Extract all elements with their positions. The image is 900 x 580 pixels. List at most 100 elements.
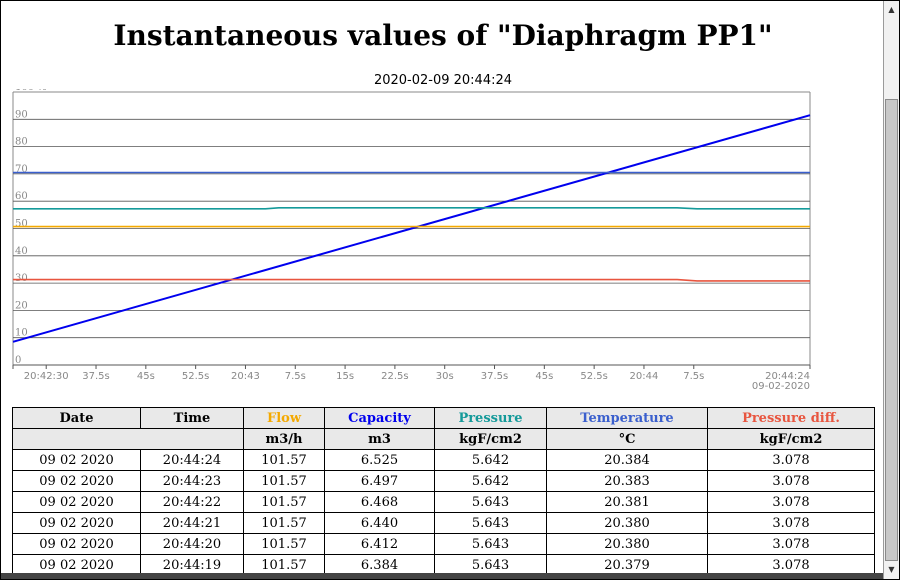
x-tick-label: 7.5s [683,371,704,382]
table-row: 09 02 2020 20:44:20 101.57 6.412 5.643 20.380… [12,533,875,555]
table-cell: 20.380 [546,512,708,534]
y-tick-label: 90 [15,109,28,120]
x-tick-label: 20:44 [630,371,659,382]
table-cell: 20.379 [546,554,708,576]
header-pressure: Pressure [434,407,547,429]
unit-capacity: m3 [324,428,435,450]
y-tick-label: 30 [15,273,28,284]
table-row: 09 02 2020 20:44:21 101.57 6.440 5.643 20.380… [12,512,875,534]
table-cell: 5.643 [434,491,547,513]
y-tick-label: 80 [15,137,28,148]
series-line-pressure [13,207,810,210]
header-flow: Flow [243,407,325,429]
y-tick-label: 50 [15,219,28,230]
table-cell: 3.078 [707,470,875,492]
table-cell: 09 02 2020 [12,512,141,534]
x-tick-label: 30s [436,371,454,382]
x-tick-label: 20:44:24 [765,371,810,382]
y-tick-label: 100 % [15,89,47,93]
y-tick-label: 10 [15,328,28,339]
triangle-down-icon[interactable]: ▼ [888,565,895,574]
table-cell: 5.643 [434,533,547,555]
table-header-row: Date Time Flow Capacity Pressure Tempera… [12,407,875,429]
table-cell: 3.078 [707,512,875,534]
y-tick-label: 0 [15,355,21,366]
y-tick-label: 20 [15,300,28,311]
table-cell: 20.380 [546,533,708,555]
table-row: 09 02 2020 20:44:23 101.57 6.497 5.642 20.383… [12,470,875,492]
x-tick-label: 45s [137,371,155,382]
table-cell: 101.57 [243,449,325,471]
x-tick-label: 22.5s [381,371,408,382]
table-cell: 20:44:19 [140,554,244,576]
header-time: Time [140,407,244,429]
chart-timestamp: 2020-02-09 20:44:24 [373,73,513,88]
x-tick-label: 20:43 [231,371,260,382]
y-tick-label: 70 [15,164,28,175]
table-cell: 6.384 [324,554,435,576]
table-body: 09 02 2020 20:44:24 101.57 6.525 5.642 20.384… [12,449,875,576]
table-row: 09 02 2020 20:44:19 101.57 6.384 5.643 20.379… [12,554,875,576]
series-line-pressure-diff [13,278,810,282]
table-cell: 09 02 2020 [12,491,141,513]
table-cell: 09 02 2020 [12,449,141,471]
table-cell: 20:44:23 [140,470,244,492]
table-cell: 20.383 [546,470,708,492]
x-tick-label: 52.5s [182,371,209,382]
unit-pressure: kgF/cm2 [434,428,547,450]
table-cell: 09 02 2020 [12,533,141,555]
x-tick-label: 45s [535,371,553,382]
header-date: Date [12,407,141,429]
header-pressure-diff: Pressure diff. [707,407,875,429]
vertical-scrollbar[interactable]: ▲ ▼ [883,1,899,579]
x-tick-label: 37.5s [82,371,109,382]
table-cell: 6.525 [324,449,435,471]
table-cell: 101.57 [243,470,325,492]
table-row: 09 02 2020 20:44:24 101.57 6.525 5.642 20.384… [12,449,875,471]
scrollbar-thumb[interactable] [885,99,898,561]
table-cell: 101.57 [243,491,325,513]
x-tick-label: 20:42:30 [24,371,69,382]
table-cell: 101.57 [243,512,325,534]
unit-flow: m3/h [243,428,325,450]
units-blank-cell [12,428,244,450]
table-cell: 09 02 2020 [12,470,141,492]
table-cell: 09 02 2020 [12,554,141,576]
unit-pressure-diff: kgF/cm2 [707,428,875,450]
table-cell: 3.078 [707,449,875,471]
table-cell: 6.497 [324,470,435,492]
table-cell: 3.078 [707,533,875,555]
x-tick-label: 15s [336,371,354,382]
header-temperature: Temperature [546,407,708,429]
table-cell: 101.57 [243,533,325,555]
table-cell: 5.642 [434,470,547,492]
table-units-row: m3/h m3 kgF/cm2 °C kgF/cm2 [12,428,875,450]
x-tick-label: 52.5s [580,371,607,382]
table-cell: 6.468 [324,491,435,513]
table-cell: 6.412 [324,533,435,555]
table-cell: 20:44:21 [140,512,244,534]
y-tick-label: 40 [15,246,28,257]
values-table: Date Time Flow Capacity Pressure Tempera… [12,407,875,576]
table-cell: 5.642 [434,449,547,471]
table-cell: 20:44:22 [140,491,244,513]
header-capacity: Capacity [324,407,435,429]
series-line-capacity [12,114,811,343]
line-chart: 0 10 20 30 40 50 60 70 80 90 100 % 20:42:30 37.5s 45s… [12,89,811,392]
x-tick-label: 37.5s [481,371,508,382]
table-cell: 3.078 [707,554,875,576]
table-cell: 20:44:20 [140,533,244,555]
table-cell: 3.078 [707,491,875,513]
table-cell: 5.643 [434,512,547,534]
window-bottom-edge [1,573,885,579]
x-axis-date-label: 09-02-2020 [752,381,810,392]
y-tick-label: 60 [15,191,28,202]
table-cell: 101.57 [243,554,325,576]
triangle-up-icon[interactable]: ▲ [888,5,895,14]
table-cell: 20.384 [546,449,708,471]
table-row: 09 02 2020 20:44:22 101.57 6.468 5.643 20.381… [12,491,875,513]
page-title: Instantaneous values of "Diaphragm PP1" [113,19,773,52]
table-cell: 20:44:24 [140,449,244,471]
table-cell: 20.381 [546,491,708,513]
